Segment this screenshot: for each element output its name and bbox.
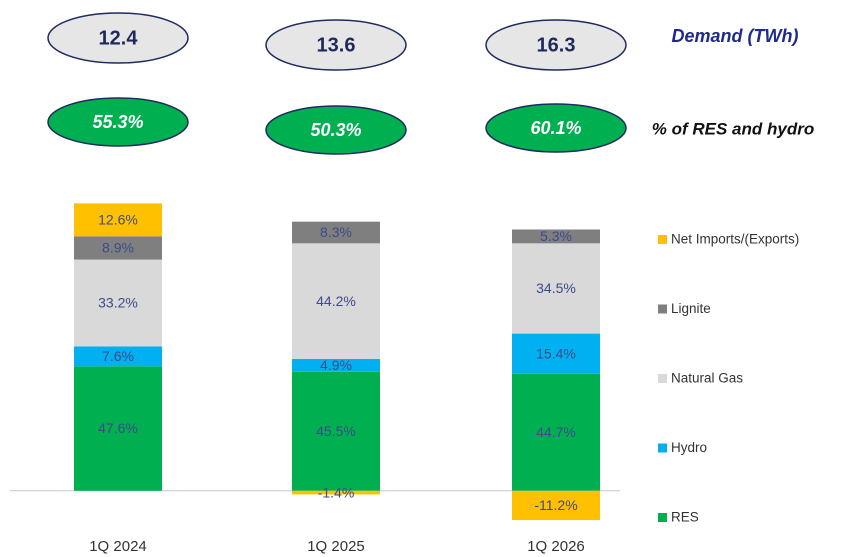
bar-segment xyxy=(512,373,600,491)
value-label: -1.4% xyxy=(318,484,355,500)
bar-segment xyxy=(292,221,380,244)
bar-segment xyxy=(74,259,162,347)
value-label: 7.6% xyxy=(102,348,134,364)
legend-swatch xyxy=(658,235,667,244)
legend-swatch xyxy=(658,374,667,383)
value-label: -11.2% xyxy=(534,497,577,513)
res-hydro-value: 60.1% xyxy=(530,118,581,138)
demand-value: 13.6 xyxy=(317,34,356,56)
demand-oval xyxy=(47,12,189,64)
legend-swatch xyxy=(658,513,667,522)
res-hydro-label: % of RES and hydro xyxy=(652,119,814,138)
bar-segment xyxy=(512,243,600,334)
value-label: 8.9% xyxy=(102,240,134,256)
bar-segment xyxy=(292,358,380,372)
demand-label: Demand (TWh) xyxy=(672,26,799,46)
value-label: 44.7% xyxy=(536,424,576,440)
value-label: 45.5% xyxy=(316,423,356,439)
value-label: 4.9% xyxy=(320,357,352,373)
legend-label: Natural Gas xyxy=(671,371,743,386)
bar-segment xyxy=(292,371,380,491)
value-label: 8.3% xyxy=(320,224,352,240)
legend-swatch xyxy=(658,304,667,314)
res-hydro-oval xyxy=(485,103,627,153)
value-label: 12.6% xyxy=(98,212,138,228)
demand-oval xyxy=(265,19,407,71)
legend-label: RES xyxy=(671,510,699,525)
bar-segment xyxy=(512,229,600,244)
bar-segment xyxy=(74,236,162,260)
legend-label: Lignite xyxy=(671,301,711,316)
x-tick-label: 1Q 2024 xyxy=(89,538,147,555)
value-label: 33.2% xyxy=(98,295,138,311)
bar-segment xyxy=(512,333,600,374)
demand-value: 16.3 xyxy=(537,34,576,56)
value-label: 44.2% xyxy=(316,293,356,309)
res-hydro-oval xyxy=(47,97,189,147)
demand-oval xyxy=(485,19,627,71)
legend-label: Hydro xyxy=(671,440,707,455)
bar-segment xyxy=(74,366,162,491)
bar-segment xyxy=(292,490,380,495)
x-tick-label: 1Q 2026 xyxy=(527,538,585,555)
bar-segment xyxy=(74,203,162,237)
value-label: 47.6% xyxy=(98,420,138,436)
bar-segment xyxy=(292,243,380,359)
x-tick-label: 1Q 2025 xyxy=(307,538,365,555)
res-hydro-value: 50.3% xyxy=(310,120,361,140)
legend-swatch xyxy=(658,443,667,453)
res-hydro-value: 55.3% xyxy=(92,112,143,132)
legend-label: Net Imports/(Exports) xyxy=(671,232,799,247)
value-label: 15.4% xyxy=(536,345,576,361)
bar-segment xyxy=(512,490,600,521)
bar-segment xyxy=(74,346,162,367)
value-label: 5.3% xyxy=(540,228,572,244)
demand-value: 12.4 xyxy=(99,27,139,49)
value-label: 34.5% xyxy=(536,280,576,296)
res-hydro-oval xyxy=(265,105,407,155)
